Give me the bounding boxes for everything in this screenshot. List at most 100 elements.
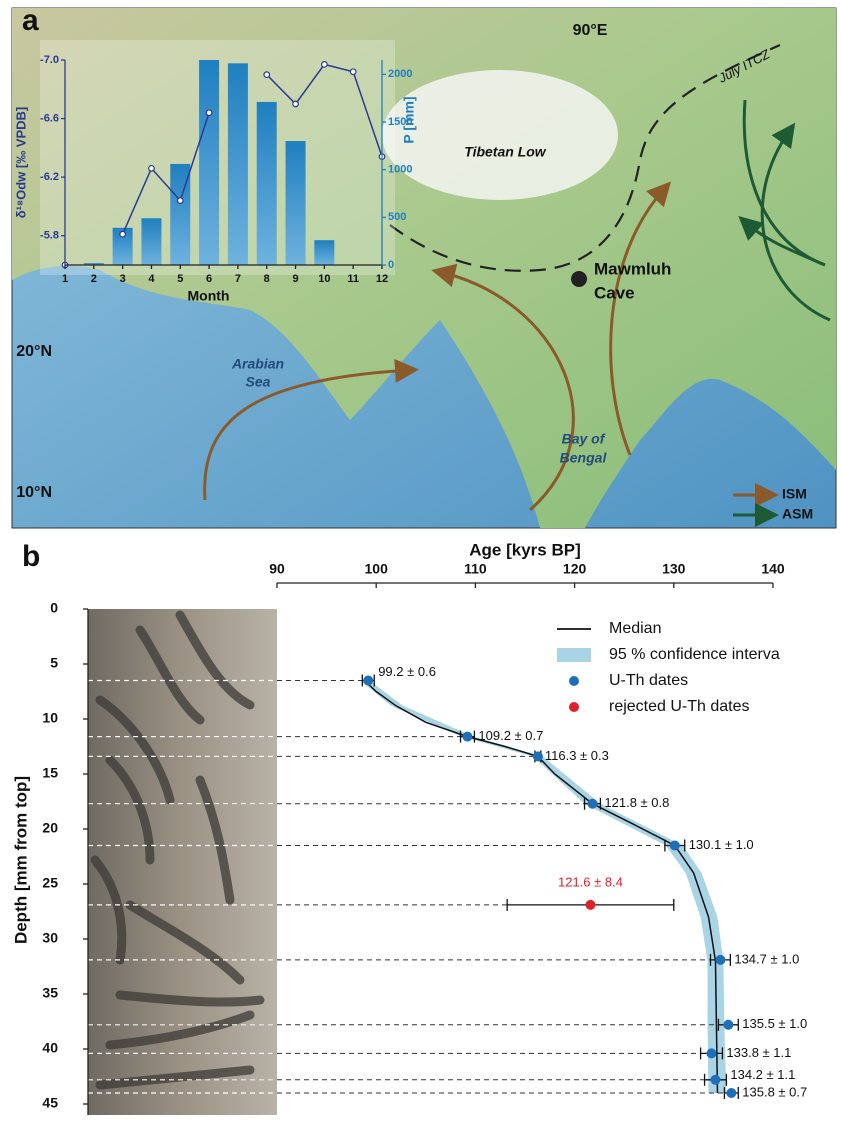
cave-label: Cave — [594, 283, 635, 302]
bar — [227, 63, 248, 266]
core-laminae — [90, 610, 265, 1090]
panel-label: a — [22, 4, 39, 37]
line-point — [176, 197, 184, 204]
line-point — [148, 164, 155, 172]
value-label: 134.2 ± 1.1 — [730, 1067, 795, 1082]
value-label: 130.1 ± 1.0 — [689, 837, 754, 852]
y-tick-label: -7.0 — [40, 54, 59, 66]
lat-label: 20°N — [16, 343, 52, 360]
value-label: 133.8 ± 1.1 — [726, 1045, 791, 1060]
line-point — [119, 230, 127, 238]
ism-arrow — [609, 181, 672, 456]
y-axis-label: δ¹⁸Odw [‰ VPDB] — [13, 107, 28, 219]
legend-label: ASM — [782, 506, 813, 522]
x-tick-label: 12 — [376, 273, 388, 285]
value-label: 121.8 ± 0.8 — [604, 795, 669, 810]
x-tick-label: 120 — [563, 561, 587, 577]
value-label: 134.7 ± 1.0 — [734, 951, 799, 966]
y-tick-label: 25 — [42, 875, 58, 891]
x-tick-label: 1 — [62, 273, 68, 285]
value-label: 109.2 ± 0.7 — [478, 728, 543, 743]
sea-label: Bay of — [562, 431, 606, 447]
line-point — [320, 60, 328, 68]
bar — [285, 141, 306, 265]
date-point — [532, 751, 543, 762]
ism-arrow — [203, 358, 419, 501]
bar — [141, 218, 162, 265]
y-tick-label: -5.8 — [40, 230, 59, 242]
value-label: 99.2 ± 0.6 — [378, 664, 436, 679]
y-tick-label: 40 — [42, 1040, 58, 1056]
panel-label: b — [22, 540, 40, 573]
value-label: 121.6 ± 8.4 — [558, 874, 623, 889]
x-tick-label: 5 — [177, 273, 183, 285]
y-tick-label: 10 — [42, 710, 58, 726]
tibetan-low-label: Tibetan Low — [464, 144, 547, 160]
x-tick-label: 6 — [206, 273, 212, 285]
x-tick-label: 10 — [318, 273, 330, 285]
median-line — [363, 679, 719, 1094]
value-label: 135.5 ± 1.0 — [742, 1016, 807, 1031]
y2-axis-label: P [mm] — [401, 96, 417, 143]
cave-label: Mawmluh — [594, 259, 671, 278]
core-photo — [88, 609, 277, 1115]
x-tick-label: 3 — [120, 273, 126, 285]
x-tick-label: 4 — [148, 273, 155, 285]
x-tick-label: 2 — [91, 273, 97, 285]
asm-arrow — [738, 215, 826, 267]
y-tick-label: 45 — [42, 1095, 58, 1111]
y-tick-label: 35 — [42, 985, 58, 1001]
date-point — [669, 840, 680, 851]
bar — [199, 60, 220, 265]
sea-label: Sea — [246, 374, 271, 390]
legend-band — [557, 648, 591, 662]
cave-marker — [571, 271, 587, 287]
date-point — [723, 1019, 734, 1030]
asm-arrow — [760, 122, 831, 322]
tibetan-low-area — [382, 70, 618, 200]
x-tick-label: 130 — [662, 561, 686, 577]
legend-label: Median — [609, 620, 661, 637]
date-point — [710, 1074, 721, 1085]
sea-label: Bengal — [560, 450, 608, 466]
value-label: 116.3 ± 0.3 — [545, 748, 609, 763]
date-point — [706, 1048, 717, 1059]
value-label: 135.8 ± 0.7 — [742, 1084, 807, 1099]
x-tick-label: 140 — [761, 561, 785, 577]
bar — [256, 101, 277, 265]
sea-label: Arabian — [231, 356, 284, 372]
x-tick-label: 90 — [269, 561, 285, 577]
map: a 90°E 20°N 10°N July ITCZ Tibetan Low M… — [11, 4, 837, 529]
y2-tick-label: 0 — [388, 259, 394, 271]
y-tick-label: 15 — [42, 765, 58, 781]
itcz-line — [389, 43, 781, 272]
bar — [314, 240, 335, 265]
y-axis-label: Depth [mm from top] — [11, 776, 30, 944]
y2-tick-label: 2000 — [388, 68, 412, 80]
x-tick-label: 9 — [292, 273, 298, 285]
lon-label: 90°E — [573, 22, 608, 39]
legend-label: ISM — [782, 486, 807, 502]
x-axis-label: Age [kyrs BP] — [469, 540, 580, 559]
inset-chart: 1 2 3 4 5 6 7 8 9 10 11 12-7.0-6.6-6.2-5.8050010001… — [13, 54, 416, 304]
line-point — [349, 68, 357, 76]
legend-marker — [569, 702, 579, 712]
map-legend: ISM ASM — [733, 483, 813, 527]
x-tick-label: 110 — [464, 561, 487, 577]
y-tick-label: -6.6 — [40, 112, 59, 124]
date-point — [587, 798, 598, 809]
legend-label: rejected U-Th dates — [609, 698, 750, 715]
line-point — [263, 71, 271, 79]
y2-tick-label: 1500 — [388, 116, 412, 128]
x-tick-label: 11 — [347, 273, 359, 285]
legend-label: U-Th dates — [609, 672, 688, 689]
lat-label: 10°N — [16, 484, 52, 501]
legend-label: 95 % confidence interva — [609, 646, 780, 663]
line-point — [292, 100, 299, 108]
y-tick-label: 5 — [50, 655, 58, 671]
date-point — [363, 675, 374, 686]
x-tick-label: 7 — [235, 273, 241, 285]
y-tick-label: 0 — [50, 600, 58, 616]
